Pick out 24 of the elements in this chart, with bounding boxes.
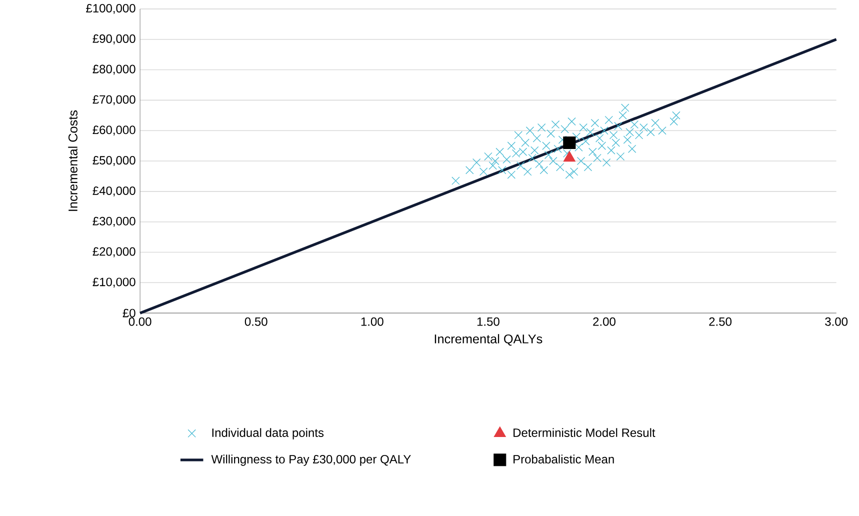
x-tick-label: 2.50 xyxy=(709,317,732,326)
y-tick-label: £100,000 xyxy=(86,4,136,14)
y-tick-label: £0 xyxy=(122,308,136,318)
y-tick-label: £40,000 xyxy=(92,186,136,196)
y-tick-label: £50,000 xyxy=(92,156,136,166)
legend-label: Willingness to Pay £30,000 per QALY xyxy=(211,454,411,466)
x-tick-label: 1.50 xyxy=(477,317,500,326)
legend-label: Individual data points xyxy=(212,428,324,440)
x-tick-label: 2.00 xyxy=(593,317,616,326)
y-tick-label: £20,000 xyxy=(92,247,136,258)
legend-label: Probabalistic Mean xyxy=(514,454,614,464)
y-tick-label: £70,000 xyxy=(92,95,136,106)
y-tick-label: £30,000 xyxy=(92,216,136,227)
y-axis-title: Incremental Costs xyxy=(68,110,78,211)
x-axis-title: Incremental QALYs xyxy=(434,334,542,346)
y-tick-label: £10,000 xyxy=(92,278,136,288)
x-tick-label: 0.00 xyxy=(128,317,152,326)
y-tick-label: £60,000 xyxy=(92,126,136,136)
legend-label: Deterministic Model Result xyxy=(514,428,656,438)
x-tick-label: 3.00 xyxy=(825,317,848,326)
y-tick-label: £80,000 xyxy=(92,64,136,75)
x-tick-label: 0.50 xyxy=(244,317,268,326)
x-tick-label: 1.00 xyxy=(361,317,384,326)
y-tick-label: £90,000 xyxy=(92,34,136,44)
